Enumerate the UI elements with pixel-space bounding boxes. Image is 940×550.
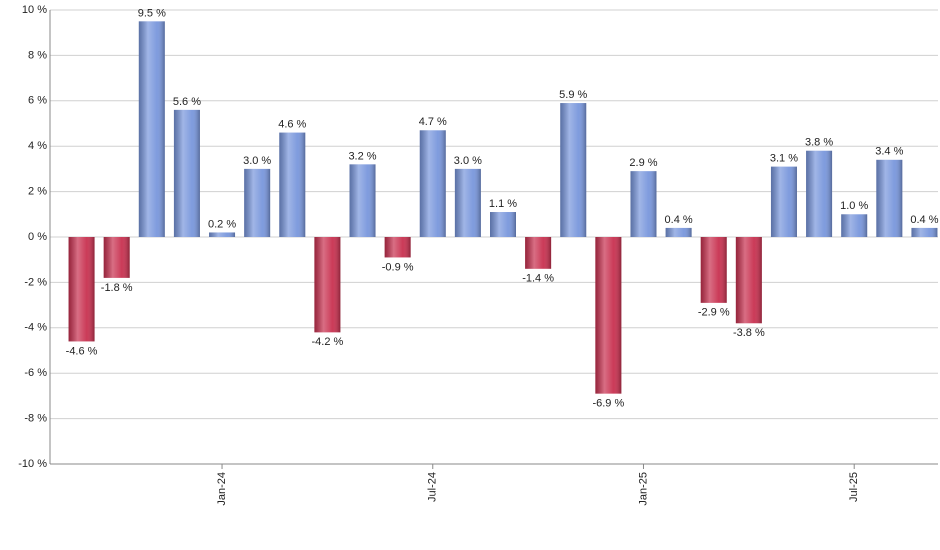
y-tick-label: 8 % xyxy=(28,49,47,61)
y-tick-label: 0 % xyxy=(28,231,47,243)
bar-shade xyxy=(560,103,587,237)
data-label: 0.2 % xyxy=(208,218,236,230)
bar-shade xyxy=(209,232,236,237)
bar-shade xyxy=(770,166,797,237)
data-label: -6.9 % xyxy=(592,398,624,410)
bar-shade xyxy=(419,130,446,237)
bar-shade xyxy=(454,168,481,237)
bar-shade xyxy=(279,132,306,237)
data-label: 5.6 % xyxy=(173,96,201,108)
x-tick-label: Jan-24 xyxy=(216,472,228,506)
data-label: 3.2 % xyxy=(348,150,376,162)
y-tick-label: -8 % xyxy=(24,413,47,425)
data-label: -0.9 % xyxy=(382,261,414,273)
data-label: 3.0 % xyxy=(454,155,482,167)
data-label: -4.6 % xyxy=(66,345,98,357)
y-tick-label: -2 % xyxy=(24,276,47,288)
data-label: -1.4 % xyxy=(522,273,554,285)
bar-shade xyxy=(630,171,657,237)
bar-shade xyxy=(314,237,341,333)
data-label: 2.9 % xyxy=(629,157,657,169)
x-tick-label: Jul-24 xyxy=(427,472,439,502)
bar-shade xyxy=(138,21,165,237)
y-tick-label: 4 % xyxy=(28,140,47,152)
bar-shade xyxy=(735,237,762,324)
x-tick-label: Jan-25 xyxy=(637,472,649,506)
data-label: 1.1 % xyxy=(489,198,517,210)
data-label: 4.7 % xyxy=(419,116,447,128)
bar-shade xyxy=(173,109,200,237)
y-tick-label: 6 % xyxy=(28,95,47,107)
data-label: 0.4 % xyxy=(910,214,938,226)
y-tick-label: 2 % xyxy=(28,186,47,198)
y-tick-label: -6 % xyxy=(24,367,47,379)
bar-shade xyxy=(911,227,938,237)
bar-shade xyxy=(103,237,130,278)
bar-shade xyxy=(349,164,376,237)
data-label: 0.4 % xyxy=(665,214,693,226)
y-tick-label: 10 % xyxy=(22,4,47,16)
data-label: 5.9 % xyxy=(559,89,587,101)
x-tick-label: Jul-25 xyxy=(848,472,860,502)
bar-shade xyxy=(700,237,727,303)
data-label: 3.8 % xyxy=(805,137,833,149)
bar-shade xyxy=(595,237,622,394)
bar-shade xyxy=(384,237,411,258)
data-label: 3.4 % xyxy=(875,146,903,158)
bar-shade xyxy=(525,237,552,269)
bar-shade xyxy=(876,159,903,237)
bar-shade xyxy=(665,227,692,237)
bar-shade xyxy=(68,237,95,342)
data-label: -1.8 % xyxy=(101,282,133,294)
data-label: 3.0 % xyxy=(243,155,271,167)
y-tick-label: -10 % xyxy=(18,458,47,470)
data-label: -4.2 % xyxy=(312,336,344,348)
data-label: 1.0 % xyxy=(840,200,868,212)
y-tick-label: -4 % xyxy=(24,322,47,334)
data-label: -3.8 % xyxy=(733,327,765,339)
data-label: -2.9 % xyxy=(698,307,730,319)
bar-shade xyxy=(806,150,833,237)
data-label: 4.6 % xyxy=(278,118,306,130)
bar-shade xyxy=(490,212,516,237)
bar-shade xyxy=(244,168,271,237)
bar-shade xyxy=(841,214,868,237)
data-label: 9.5 % xyxy=(138,7,166,19)
data-label: 3.1 % xyxy=(770,153,798,165)
